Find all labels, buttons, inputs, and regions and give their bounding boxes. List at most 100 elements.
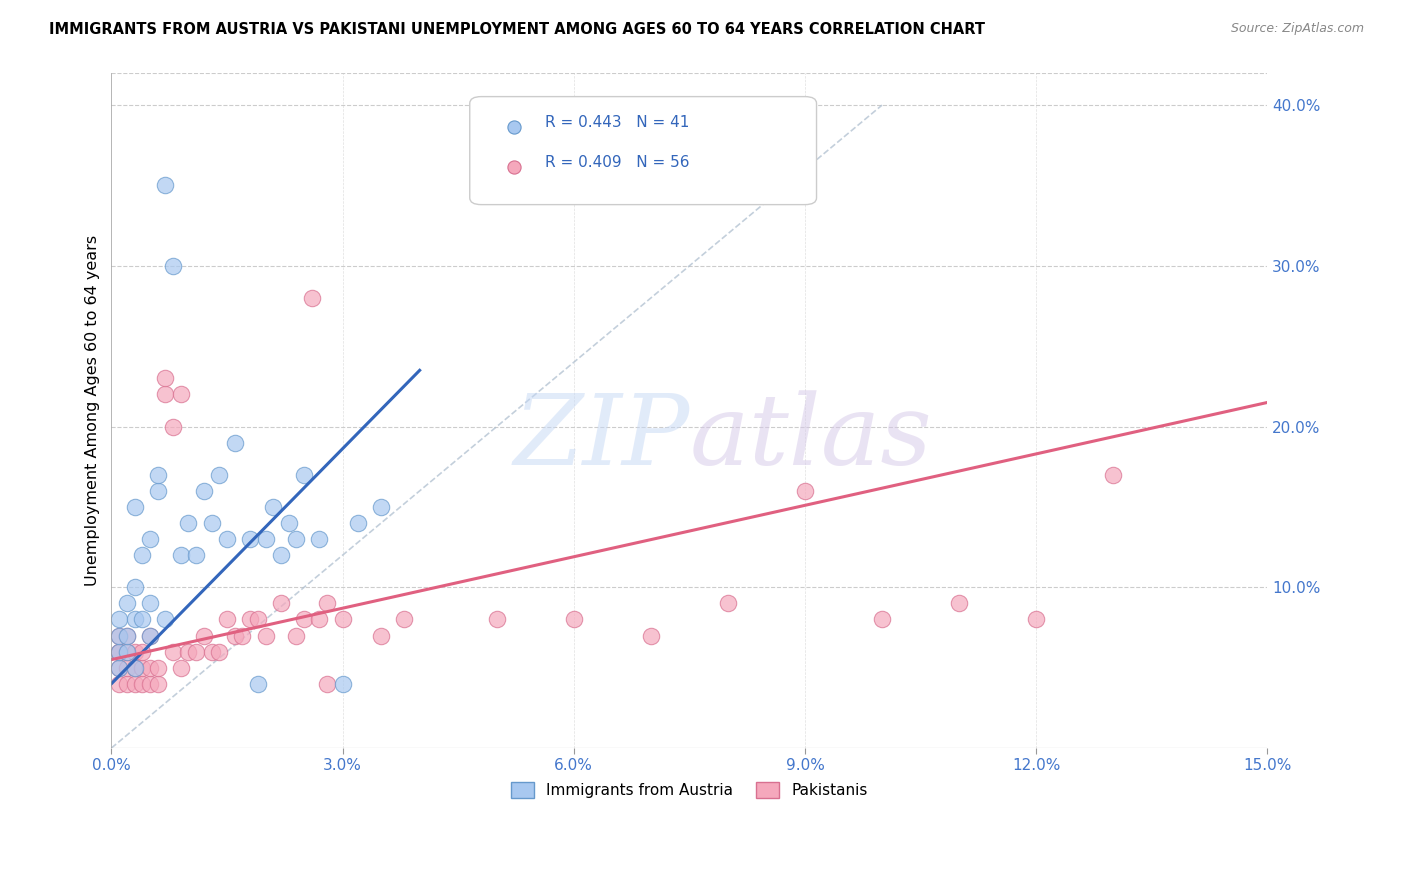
Point — [794, 483, 817, 498]
Point — [277, 516, 299, 530]
Point — [316, 677, 339, 691]
Point — [124, 661, 146, 675]
Point — [177, 516, 200, 530]
Point — [640, 628, 662, 642]
Point — [108, 628, 131, 642]
Point — [139, 677, 162, 691]
Point — [301, 291, 323, 305]
Point — [347, 516, 370, 530]
Legend: Immigrants from Austria, Pakistanis: Immigrants from Austria, Pakistanis — [505, 776, 873, 805]
Point — [131, 644, 153, 658]
Point — [254, 628, 277, 642]
Point — [131, 548, 153, 562]
Point — [108, 628, 131, 642]
Point — [270, 596, 292, 610]
Point — [115, 644, 138, 658]
Point — [208, 467, 231, 482]
Point — [262, 500, 284, 514]
Point — [124, 500, 146, 514]
Point — [108, 644, 131, 658]
Point — [108, 644, 131, 658]
Point — [146, 677, 169, 691]
Point — [231, 628, 253, 642]
Point — [308, 612, 330, 626]
Point — [270, 548, 292, 562]
Point — [139, 661, 162, 675]
Point — [170, 661, 193, 675]
Point — [562, 612, 585, 626]
Point — [155, 371, 177, 385]
Point — [139, 596, 162, 610]
FancyBboxPatch shape — [470, 96, 817, 204]
Point — [215, 532, 238, 546]
Point — [155, 178, 177, 193]
Point — [124, 612, 146, 626]
Point — [162, 644, 184, 658]
Point — [200, 644, 222, 658]
Point — [115, 628, 138, 642]
Point — [239, 532, 262, 546]
Text: atlas: atlas — [689, 390, 932, 485]
Text: ZIP: ZIP — [513, 390, 689, 485]
Point — [308, 532, 330, 546]
Point — [254, 532, 277, 546]
Point — [370, 500, 392, 514]
Point — [155, 612, 177, 626]
Y-axis label: Unemployment Among Ages 60 to 64 years: Unemployment Among Ages 60 to 64 years — [86, 235, 100, 586]
Point — [208, 644, 231, 658]
Point — [139, 628, 162, 642]
Text: R = 0.409   N = 56: R = 0.409 N = 56 — [546, 155, 689, 170]
Point — [870, 612, 893, 626]
Point — [193, 483, 215, 498]
Point — [200, 516, 222, 530]
Point — [146, 483, 169, 498]
Point — [370, 628, 392, 642]
Point — [131, 661, 153, 675]
Point — [108, 661, 131, 675]
Point — [108, 677, 131, 691]
Point — [146, 661, 169, 675]
Point — [239, 612, 262, 626]
Text: IMMIGRANTS FROM AUSTRIA VS PAKISTANI UNEMPLOYMENT AMONG AGES 60 TO 64 YEARS CORR: IMMIGRANTS FROM AUSTRIA VS PAKISTANI UNE… — [49, 22, 986, 37]
Point — [316, 596, 339, 610]
Point — [292, 467, 315, 482]
Point — [146, 467, 169, 482]
Point — [1025, 612, 1047, 626]
Point — [332, 612, 354, 626]
Point — [1102, 467, 1125, 482]
Point — [186, 548, 208, 562]
Point — [139, 628, 162, 642]
Point — [131, 612, 153, 626]
Point — [948, 596, 970, 610]
Point — [215, 612, 238, 626]
Point — [285, 628, 308, 642]
Text: R = 0.443   N = 41: R = 0.443 N = 41 — [546, 115, 689, 129]
Point — [224, 628, 246, 642]
Point — [155, 387, 177, 401]
Point — [162, 419, 184, 434]
Point — [115, 677, 138, 691]
Point — [285, 532, 308, 546]
Point — [124, 580, 146, 594]
Point — [292, 612, 315, 626]
Point — [115, 644, 138, 658]
Point — [224, 435, 246, 450]
Point — [115, 661, 138, 675]
Point — [108, 661, 131, 675]
Point — [485, 612, 508, 626]
Point — [332, 677, 354, 691]
Point — [139, 532, 162, 546]
Point — [246, 677, 269, 691]
Point — [124, 661, 146, 675]
Point — [124, 644, 146, 658]
Point — [186, 644, 208, 658]
Text: Source: ZipAtlas.com: Source: ZipAtlas.com — [1230, 22, 1364, 36]
Point — [170, 548, 193, 562]
Point — [131, 677, 153, 691]
Point — [170, 387, 193, 401]
Point — [115, 596, 138, 610]
Point — [246, 612, 269, 626]
Point — [394, 612, 416, 626]
Point — [108, 644, 131, 658]
Point — [115, 628, 138, 642]
